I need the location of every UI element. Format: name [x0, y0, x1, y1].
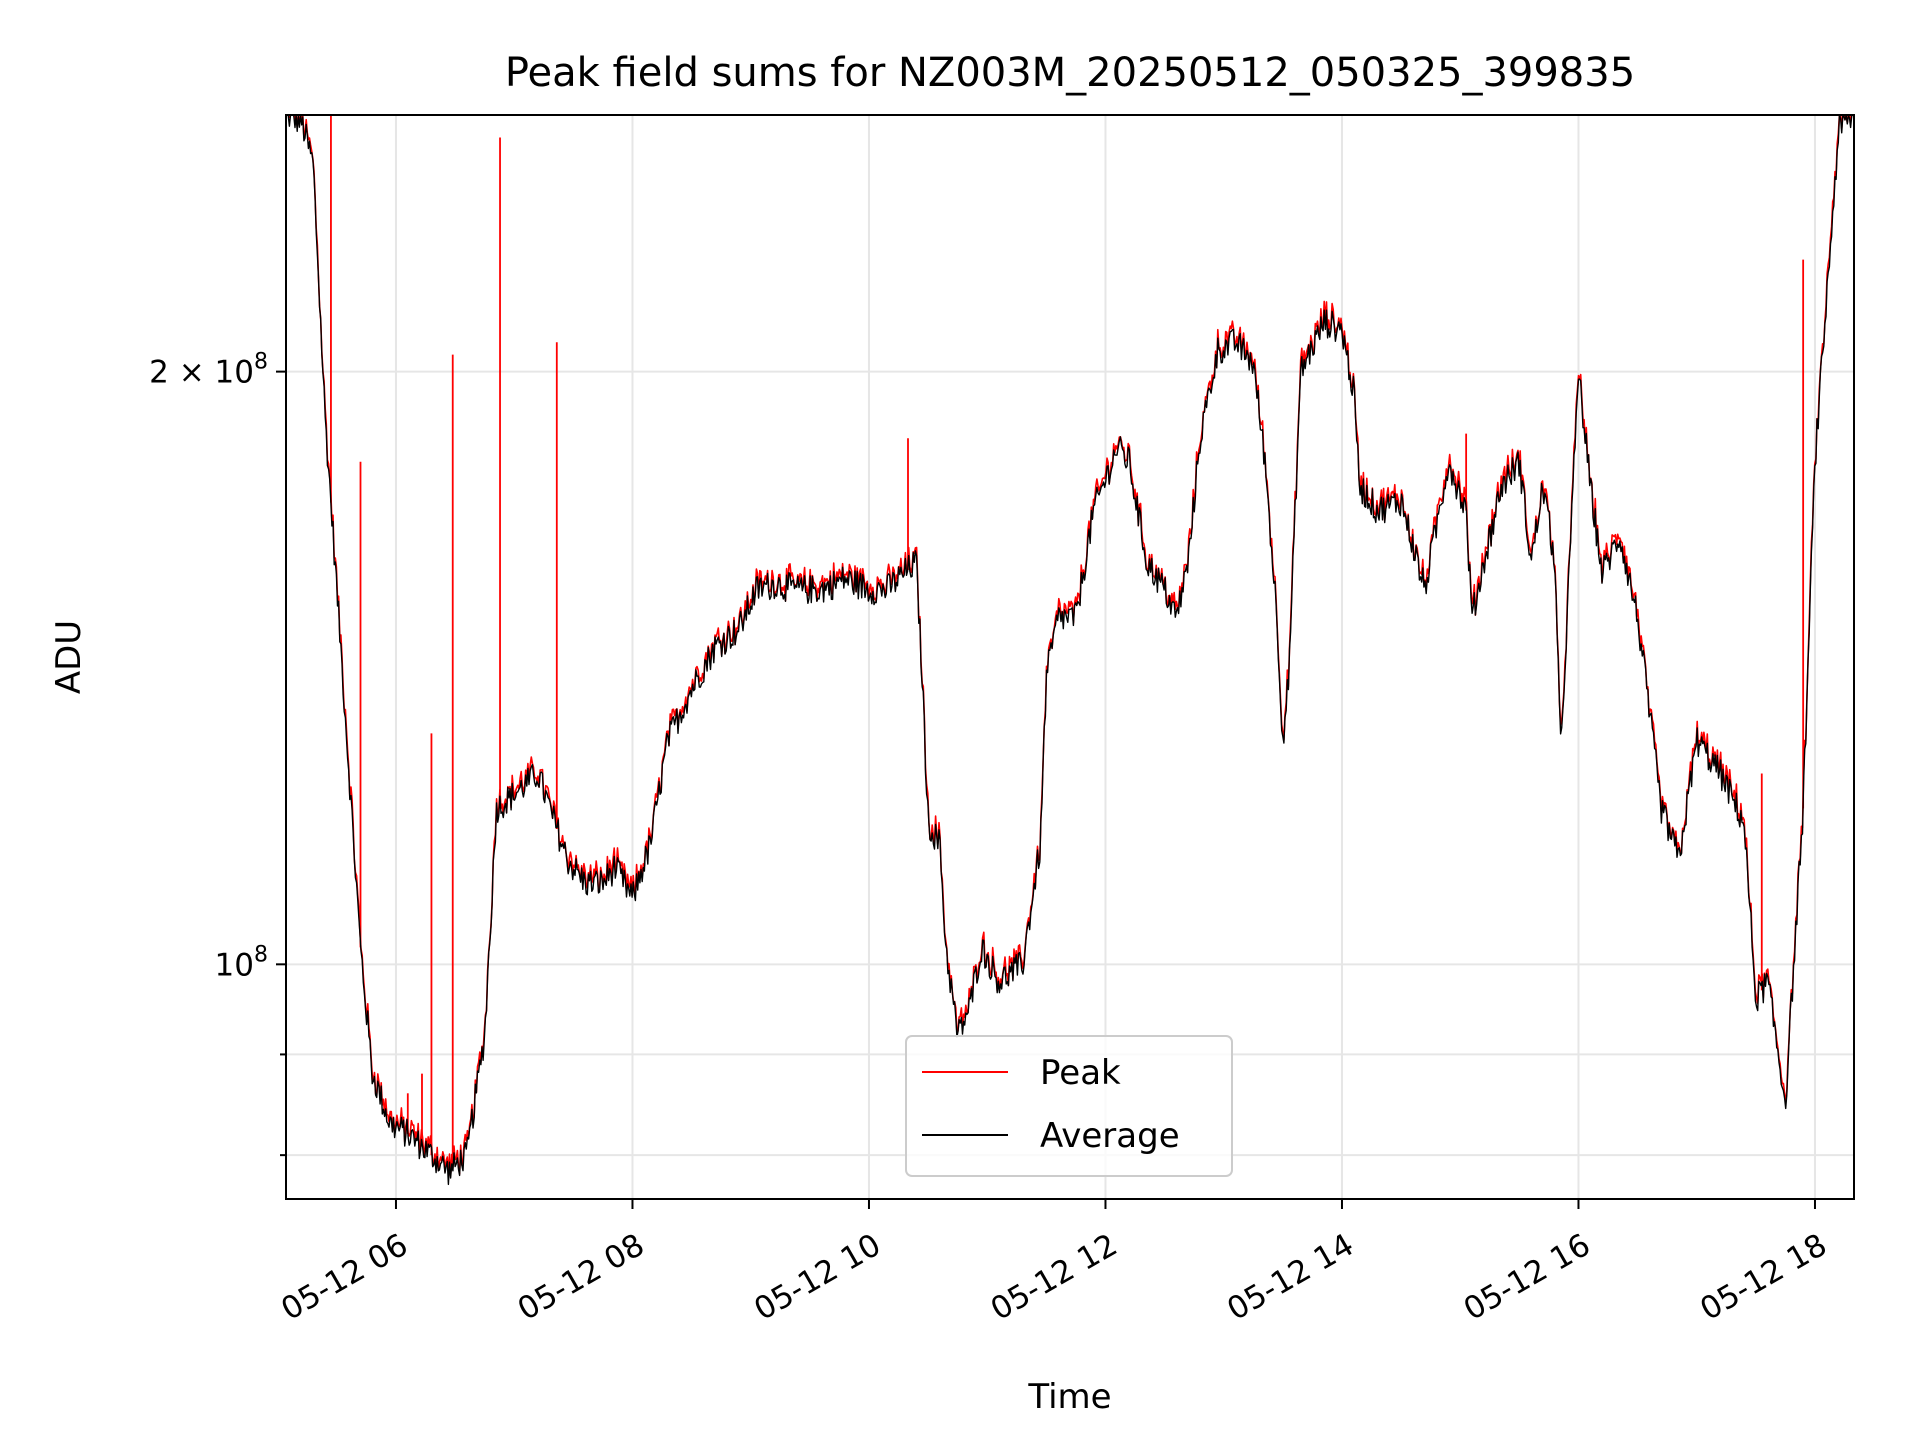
- plot-frame: [285, 114, 1855, 1200]
- average-series-line: [286, 114, 1854, 1186]
- y-tick-label: 2 × 108: [149, 350, 268, 391]
- legend-average-label: Average: [1040, 1116, 1180, 1156]
- x-axis-label: Time: [1027, 1377, 1111, 1417]
- y-axis-label: ADU: [49, 620, 89, 694]
- y-tick-label: 108: [215, 942, 268, 983]
- y-axis-ticks: 108 2 × 108: [149, 350, 286, 1157]
- grid-lines: [286, 115, 1854, 1199]
- chart-title: Peak field sums for NZ003M_20250512_0503…: [505, 50, 1635, 96]
- legend: Peak Average: [905, 1035, 1233, 1177]
- series-average: [286, 114, 1854, 1186]
- legend-peak-label: Peak: [1040, 1053, 1121, 1093]
